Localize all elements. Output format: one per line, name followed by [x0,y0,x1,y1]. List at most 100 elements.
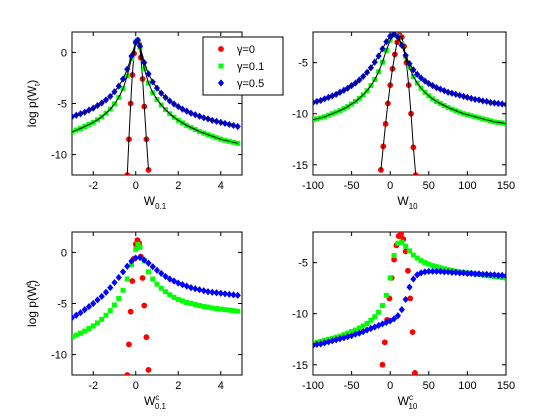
data-point [187,284,195,292]
data-point [398,306,405,314]
data-point [464,269,471,277]
legend-box [202,36,284,96]
x-tick-label: 2 [175,380,181,392]
y-tick-label: 0 [61,47,67,59]
data-point [107,308,113,314]
data-point [128,257,135,265]
fit-curve [313,34,506,125]
data-point [456,269,463,277]
data-point [81,306,88,314]
data-point [414,271,421,279]
series-diamond [313,267,506,349]
data-point [135,241,141,247]
data-point [124,372,131,375]
data-point [317,340,324,348]
x-axis-label: W10 [397,194,418,211]
data-point [390,32,398,38]
data-point [491,271,498,279]
data-point [129,278,136,284]
data-point [146,269,151,275]
x-tick-label: 50 [423,380,435,392]
data-point [368,317,374,323]
data-point [399,239,405,245]
data-point [107,284,114,292]
data-point [487,271,494,279]
data-point [209,305,215,311]
data-point [234,291,241,299]
data-point [360,323,366,329]
x-tick-label: -2 [88,180,98,192]
data-point [132,254,139,262]
data-point [180,298,185,304]
data-point [313,341,317,349]
data-point [221,290,229,298]
data-point [410,275,417,283]
data-point [162,272,169,281]
data-point [99,316,105,322]
legend-label: γ=0.5 [237,78,264,90]
x-tick-label: 0 [133,380,139,392]
data-point [192,302,198,308]
data-point [90,299,97,308]
data-point [136,253,144,262]
data-point [73,311,80,319]
data-point [119,268,127,276]
data-point [145,366,152,373]
y-axis-label: log p(Wct) [24,280,42,327]
y-tick-label: -15 [292,360,308,372]
data-point [421,268,429,276]
panel-bottom-right: -100 -50 0 50 100 150 -15 -10 -5 Wc 10 [292,231,515,411]
axes-frame [312,31,507,176]
data-point [200,287,207,295]
legend-label: γ=0.1 [237,61,264,73]
x-tick-label: -100 [302,180,324,192]
data-point [139,275,146,281]
data-point [201,304,207,310]
data-point [437,267,444,275]
y-axis-label: log p(Wt) [25,80,42,128]
data-point [445,268,452,276]
legend-marker [218,46,224,52]
data-point [77,309,84,317]
data-point [349,329,355,335]
data-point [483,270,490,278]
data-point [403,243,409,249]
data-point [398,232,404,237]
series-diamond [72,253,241,322]
data-point [214,306,219,312]
data-point [94,296,101,304]
data-point [98,292,105,300]
x-tick-label: -100 [302,380,324,392]
data-point [111,278,118,287]
data-point [479,270,486,278]
x-axis-label: Wc 0.1 [144,393,167,411]
data-point [150,276,156,282]
data-point [85,302,93,311]
data-point [394,312,402,320]
data-point [72,129,75,135]
data-point [429,267,436,275]
x-tick-label: -50 [344,380,360,392]
data-point [222,307,228,313]
data-point [167,292,173,298]
data-point [158,285,164,291]
data-point [352,330,359,338]
data-point [381,339,388,346]
x-axis-label: W0.1 [144,194,167,211]
data-point [321,339,328,347]
data-point [395,240,401,246]
x-tick-label: 0 [387,380,393,392]
data-point [103,312,109,318]
data-point [364,320,370,326]
x-tick-label: 150 [497,380,515,392]
data-point [218,306,224,312]
x-tick-label: -2 [88,380,98,392]
y-tick-label: -5 [298,58,308,70]
data-point [379,303,385,309]
data-point [367,324,374,333]
data-point [86,326,92,332]
data-point [412,370,418,375]
data-point [407,248,412,254]
data-point [171,294,177,300]
